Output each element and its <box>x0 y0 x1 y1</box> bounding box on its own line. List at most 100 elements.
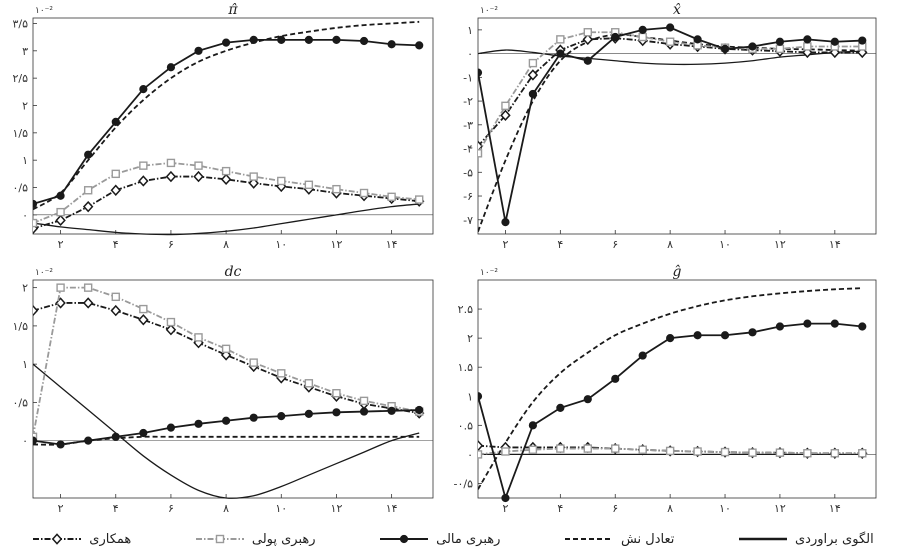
data-point-monetary <box>638 445 647 454</box>
data-point-fiscal <box>528 421 537 430</box>
data-point-cooperation <box>82 200 94 213</box>
data-point-fiscal <box>478 68 483 77</box>
legend-item-fiscal: رهبری مالی <box>378 531 500 547</box>
data-point-monetary <box>304 379 314 388</box>
x-tick-label: ۱۰ <box>719 238 731 251</box>
data-point-fiscal <box>775 322 785 331</box>
y-tick-label: ۰ <box>22 209 28 222</box>
data-point-fiscal <box>803 319 812 328</box>
data-point-monetary <box>139 161 148 170</box>
panel-dc: ۲ ۴ ۶ ۸ ۱۰ ۱۲ ۱۴ ۰ ۰/۵ ۱ ۱/۵ ۲ ۱۰⁻² dc <box>12 264 434 515</box>
data-point-monetary <box>748 448 757 457</box>
data-point-cooperation <box>165 324 177 336</box>
data-point-fiscal <box>277 412 286 421</box>
data-point-fiscal <box>249 413 258 422</box>
data-point-monetary <box>415 195 424 204</box>
data-point-fiscal <box>194 46 203 55</box>
data-point-fiscal <box>501 493 510 503</box>
data-point-monetary <box>332 184 341 194</box>
data-point-fiscal <box>415 405 424 415</box>
y-tick-label: ۳/۵ <box>12 17 28 30</box>
data-point-fiscal <box>858 36 867 45</box>
data-point-fiscal <box>748 42 757 51</box>
panel-g-hat: ۲ ۴ ۶ ۸ ۱۰ ۱۲ ۱۴ -۰/۵ ۰ ۰.۵ ۱ ۱.۵ ۲ ۲.۵ ۱۰⁻² ĝ <box>454 263 877 515</box>
data-point-fiscal <box>611 32 620 42</box>
axis-multiplier: ۱۰⁻² <box>480 6 498 16</box>
axes-box <box>477 17 877 235</box>
data-point-fiscal <box>332 35 341 44</box>
x-tick-label: ۱۲ <box>774 502 786 515</box>
y-tick-label: -۶ <box>463 190 473 203</box>
data-point-monetary <box>556 444 565 453</box>
data-point-fiscal <box>56 440 65 449</box>
data-point-fiscal <box>166 63 176 72</box>
data-point-monetary <box>501 447 510 456</box>
x-tick-label: ۱۲ <box>774 238 786 251</box>
data-point-fiscal <box>222 416 231 425</box>
series-line-baseline <box>33 203 420 236</box>
data-point-fiscal <box>748 328 757 337</box>
x-tick-label: ۲ <box>502 502 508 515</box>
axis-multiplier: ۱۰⁻² <box>35 268 53 278</box>
data-point-monetary <box>83 283 93 292</box>
data-point-fiscal <box>693 35 702 44</box>
data-point-monetary <box>56 207 65 217</box>
x-tick-label: ۱۰ <box>275 502 287 515</box>
data-point-monetary <box>359 396 369 406</box>
data-point-monetary <box>803 42 812 51</box>
data-point-monetary <box>528 58 538 68</box>
x-tick-label: ۱۲ <box>331 238 343 251</box>
x-tick-label: ۸ <box>223 238 229 251</box>
x-tick-label: ۸ <box>667 502 673 515</box>
data-point-cooperation <box>165 170 177 183</box>
data-point-monetary <box>304 180 314 189</box>
y-tick-label: -۰/۵ <box>454 477 474 490</box>
data-point-monetary <box>803 449 812 458</box>
data-point-monetary <box>221 344 231 354</box>
series-line-nash <box>478 287 863 490</box>
data-point-cooperation <box>527 69 539 81</box>
data-point-cooperation <box>193 170 204 183</box>
y-tick-label: ۱ <box>467 24 473 37</box>
data-point-cooperation <box>582 33 594 46</box>
y-tick-label: -۳ <box>463 119 473 132</box>
data-point-monetary <box>387 192 396 202</box>
data-point-monetary <box>166 317 176 327</box>
data-point-monetary <box>478 149 483 158</box>
y-tick-label: ۰ <box>22 435 28 448</box>
series-group <box>478 23 868 232</box>
y-tick-label: -۴ <box>463 143 473 156</box>
data-point-fiscal <box>528 89 537 99</box>
series-line-baseline <box>478 49 863 66</box>
x-tick-label: ۴ <box>113 502 119 515</box>
legend-item-cooperation: همکاری <box>31 531 131 547</box>
series-group <box>478 287 868 503</box>
data-point-monetary <box>830 449 840 458</box>
data-point-fiscal <box>56 191 65 200</box>
data-point-monetary <box>858 449 867 458</box>
data-point-fiscal <box>387 40 396 49</box>
data-point-cooperation <box>220 173 232 186</box>
panel-title: ĝ <box>673 263 682 280</box>
data-point-fiscal <box>638 351 647 360</box>
data-point-monetary <box>775 44 785 54</box>
panel-title: π̂ <box>227 2 238 18</box>
data-point-fiscal <box>249 35 258 44</box>
legend-label: تعادل نش <box>620 531 675 547</box>
y-tick-label: ۰ <box>467 448 473 461</box>
data-point-fiscal <box>387 406 396 415</box>
axis-multiplier: ۱۰⁻² <box>35 6 53 16</box>
data-point-monetary <box>33 218 38 228</box>
data-point-monetary <box>583 28 592 37</box>
data-point-fiscal <box>33 199 38 209</box>
data-point-fiscal <box>556 49 565 58</box>
data-point-fiscal <box>501 218 510 227</box>
y-tick-label: -۵ <box>463 166 473 179</box>
data-point-monetary <box>83 186 93 195</box>
x-tick-label: ۴ <box>557 502 563 515</box>
x-tick-label: ۴ <box>113 238 119 251</box>
legend-marker-cooperation <box>52 533 63 545</box>
data-point-monetary <box>556 35 565 44</box>
x-tick-label: ۲ <box>502 238 508 251</box>
axes-box <box>32 279 434 499</box>
